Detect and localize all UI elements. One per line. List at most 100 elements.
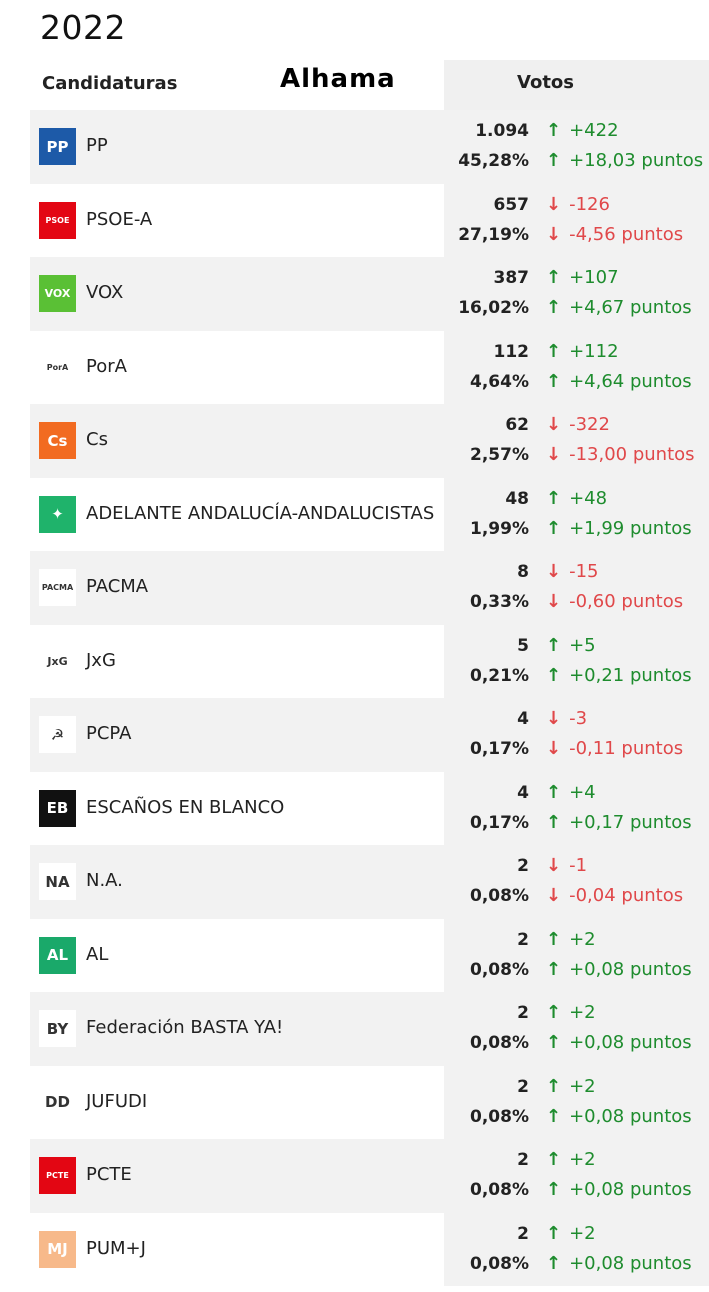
- bastaya-logo-icon: BY: [39, 1010, 76, 1047]
- vote-change: ↑ +422: [546, 120, 619, 141]
- vote-change: ↑ +2: [546, 1002, 596, 1023]
- percentage-change-value: -4,56 puntos: [569, 223, 684, 245]
- votes-cell: [444, 1139, 709, 1213]
- table-row[interactable]: EB ESCAÑOS EN BLANCO 4 0,17% ↑ +4 ↑ +0,17 punto…: [30, 771, 709, 845]
- party-votes: 1.094: [475, 121, 529, 141]
- arrow-up-icon: ↑: [546, 928, 562, 950]
- table-row[interactable]: PCTE PCTE 2 0,08% ↑ +2 ↑ +0,08 puntos: [30, 1139, 709, 1213]
- percentage-change: ↓ -0,60 puntos: [546, 591, 683, 612]
- percentage-change: ↓ -0,04 puntos: [546, 885, 683, 906]
- party-name: PCTE: [86, 1164, 132, 1185]
- vote-change: ↓ -1: [546, 855, 587, 876]
- vote-change: ↑ +112: [546, 341, 619, 362]
- votes-cell: [444, 477, 709, 551]
- percentage-change: ↑ +0,08 puntos: [546, 1032, 692, 1053]
- party-name: JUFUDI: [86, 1090, 148, 1112]
- jxg-logo-icon: JxG: [39, 642, 76, 680]
- vox-logo-icon: VOX: [39, 275, 76, 312]
- table-row[interactable]: BY Federación BASTA YA! 2 0,08% ↑ +2 ↑ +0,08 pu…: [30, 992, 709, 1066]
- table-row[interactable]: VOX VOX 387 16,02% ↑ +107 ↑ +4,67 puntos: [30, 257, 709, 331]
- vote-change: ↑ +2: [546, 1223, 596, 1244]
- percentage-change: ↑ +0,21 puntos: [546, 665, 692, 686]
- percentage-change-value: +0,08 puntos: [569, 1105, 692, 1127]
- table-row[interactable]: JxG JxG 5 0,21% ↑ +5 ↑ +0,21 puntos: [30, 624, 709, 698]
- party-votes: 2: [517, 1076, 529, 1097]
- table-row[interactable]: PorA PorA 112 4,64% ↑ +112 ↑ +4,64 puntos: [30, 330, 709, 404]
- vote-change-value: -322: [569, 414, 610, 435]
- arrow-up-icon: ↑: [546, 1032, 562, 1053]
- votes-cell: [444, 1212, 709, 1286]
- vote-change-value: +2: [569, 1075, 596, 1097]
- table-row[interactable]: AL AL 2 0,08% ↑ +2 ↑ +0,08 puntos: [30, 918, 709, 992]
- table-header: Candidaturas Alhama Votos: [30, 60, 709, 111]
- party-votes: 387: [493, 268, 530, 288]
- percentage-change-value: -0,04 puntos: [569, 885, 684, 906]
- percentage-change-value: +4,64 puntos: [569, 370, 692, 392]
- party-name: PUM+J: [86, 1237, 146, 1259]
- party-percentage: 4,64%: [470, 371, 529, 392]
- party-percentage: 0,08%: [470, 959, 529, 980]
- al-logo-icon: AL: [39, 936, 76, 974]
- table-row[interactable]: PP PP 1.094 45,28% ↑ +422 ↑ +18,03 puntos: [30, 110, 709, 184]
- party-name: Federación BASTA YA!: [86, 1017, 284, 1038]
- vote-change-value: -126: [569, 193, 610, 215]
- vote-change: ↓ -126: [546, 194, 610, 215]
- party-name: AL: [86, 943, 109, 965]
- table-row[interactable]: PSOE PSOE-A 657 27,19% ↓ -126 ↓ -4,56 puntos: [30, 183, 709, 257]
- votes-cell: [444, 624, 709, 698]
- percentage-change: ↓ -4,56 puntos: [546, 224, 683, 245]
- percentage-change-value: +0,08 puntos: [569, 1252, 692, 1274]
- vote-change-value: +112: [569, 340, 619, 362]
- vote-change-value: +5: [569, 634, 596, 656]
- table-row[interactable]: Cs Cs 62 2,57% ↓ -322 ↓ -13,00 puntos: [30, 404, 709, 478]
- table-row[interactable]: ☭ PCPA 4 0,17% ↓ -3 ↓ -0,11 puntos: [30, 698, 709, 772]
- table-row[interactable]: DD JUFUDI 2 0,08% ↑ +2 ↑ +0,08 puntos: [30, 1065, 709, 1139]
- percentage-change: ↑ +0,08 puntos: [546, 1179, 692, 1200]
- percentage-change: ↑ +4,67 puntos: [546, 297, 692, 318]
- party-percentage: 0,08%: [470, 1033, 529, 1053]
- vote-change: ↓ -15: [546, 561, 599, 582]
- percentage-change-value: +0,08 puntos: [569, 958, 692, 980]
- party-name: PSOE-A: [86, 208, 153, 230]
- arrow-up-icon: ↑: [546, 1252, 562, 1274]
- party-votes: 2: [517, 929, 529, 950]
- percentage-change-value: -0,11 puntos: [569, 738, 684, 759]
- arrow-up-icon: ↑: [546, 811, 562, 833]
- percentage-change: ↑ +0,08 puntos: [546, 959, 692, 980]
- percentage-change-value: +0,21 puntos: [569, 664, 692, 686]
- vote-change: ↑ +4: [546, 782, 596, 803]
- arrow-up-icon: ↑: [546, 1075, 562, 1097]
- arrow-down-icon: ↓: [546, 223, 562, 245]
- party-percentage: 0,08%: [470, 1106, 529, 1127]
- party-votes: 657: [493, 194, 530, 215]
- percentage-change: ↑ +0,17 puntos: [546, 812, 692, 833]
- party-name: PACMA: [86, 576, 149, 597]
- percentage-change: ↑ +18,03 puntos: [546, 150, 703, 171]
- table-row[interactable]: ✦ ADELANTE ANDALUCÍA-ANDALUCISTAS 48 1,99% ↑…: [30, 477, 709, 551]
- year-heading: 2022: [40, 8, 126, 47]
- arrow-down-icon: ↓: [546, 193, 562, 215]
- vote-change-value: +422: [569, 120, 619, 141]
- vote-change-value: +2: [569, 1002, 596, 1023]
- party-name: ADELANTE ANDALUCÍA-ANDALUCISTAS: [86, 502, 435, 524]
- party-name: Cs: [86, 429, 108, 450]
- vote-change-value: +2: [569, 928, 596, 950]
- arrow-up-icon: ↑: [546, 958, 562, 980]
- votes-column-header: Votos: [444, 60, 709, 110]
- candidates-column-header: Candidaturas: [42, 73, 178, 94]
- arrow-up-icon: ↑: [546, 1105, 562, 1127]
- vote-change-value: -1: [569, 855, 588, 876]
- party-percentage: 45,28%: [458, 151, 529, 171]
- table-row[interactable]: PACMA PACMA 8 0,33% ↓ -15 ↓ -0,60 puntos: [30, 551, 709, 625]
- party-percentage: 0,08%: [470, 1180, 529, 1200]
- cs-logo-icon: Cs: [39, 422, 76, 459]
- percentage-change-value: +0,08 puntos: [569, 1179, 692, 1200]
- table-row[interactable]: NA N.A. 2 0,08% ↓ -1 ↓ -0,04 puntos: [30, 845, 709, 919]
- arrow-up-icon: ↑: [546, 267, 562, 288]
- party-percentage: 0,21%: [470, 665, 529, 686]
- table-row[interactable]: MJ PUM+J 2 0,08% ↑ +2 ↑ +0,08 puntos: [30, 1212, 709, 1286]
- percentage-change: ↑ +1,99 puntos: [546, 518, 692, 539]
- vote-change: ↑ +5: [546, 635, 596, 656]
- arrow-down-icon: ↓: [546, 708, 562, 729]
- party-votes: 8: [517, 562, 529, 582]
